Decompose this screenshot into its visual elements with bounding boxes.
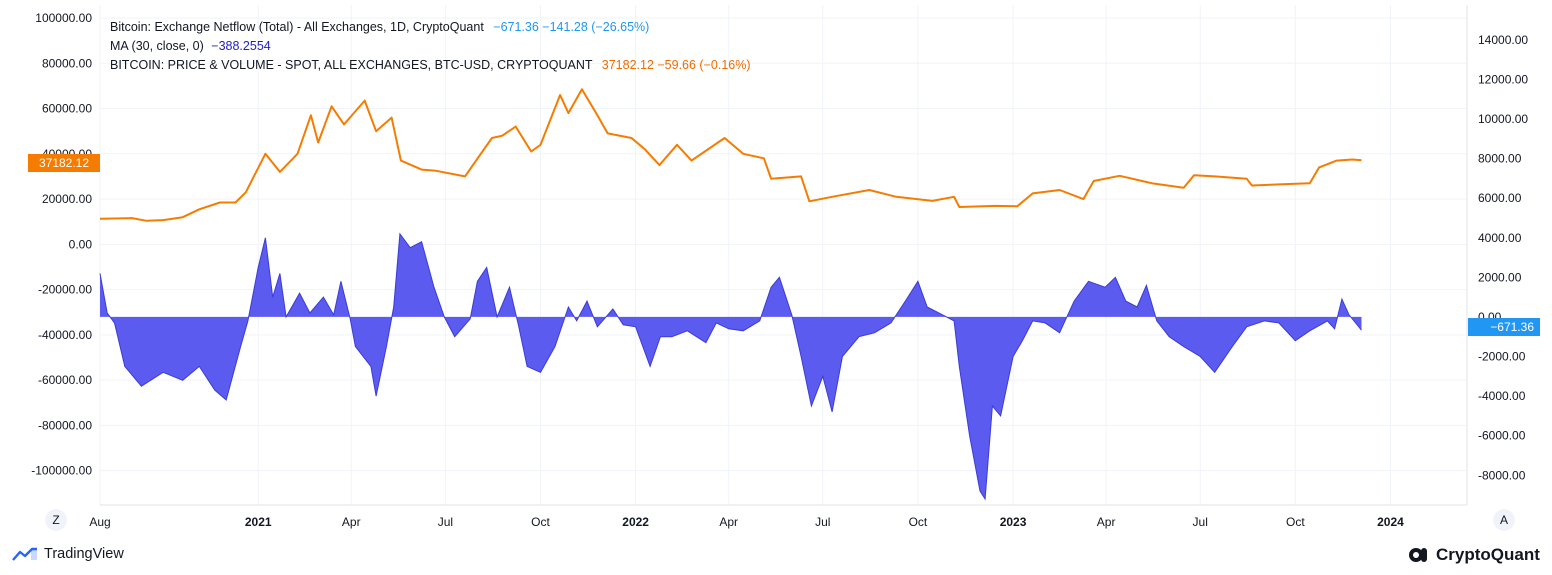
legend-netflow-label: Bitcoin: Exchange Netflow (Total) - All … [110, 20, 484, 34]
right-y-axis[interactable]: 14000.00 12000.00 10000.00 8000.00 6000.00 40… [1478, 33, 1528, 482]
x-axis-tick-label: Jul [1193, 515, 1208, 529]
legend-ma-row[interactable]: MA (30, close, 0) −388.2554 [110, 37, 751, 56]
legend-ma-value: −388.2554 [211, 39, 271, 53]
netflow-last-value-badge: −671.36 [1468, 318, 1540, 336]
cryptoquant-logo[interactable]: CryptoQuant [1408, 545, 1540, 565]
left-axis-tick-label: 100000.00 [35, 11, 92, 25]
x-axis-tick-label: Oct [1286, 515, 1305, 529]
left-axis-tick-label: 80000.00 [42, 56, 92, 70]
left-axis-tick-label: -100000.00 [31, 464, 92, 478]
right-axis-tick-label: 8000.00 [1478, 152, 1522, 166]
right-axis-tick-label: 14000.00 [1478, 33, 1528, 47]
x-axis-tick-label: Apr [1097, 515, 1116, 529]
chart-legend: Bitcoin: Exchange Netflow (Total) - All … [110, 18, 751, 75]
time-x-axis[interactable]: Aug 2021 Apr Jul Oct 2022 Apr Jul Oct 2023 Apr Jul O… [89, 515, 1404, 529]
tradingview-icon [12, 547, 37, 561]
left-axis-tick-label: 20000.00 [42, 192, 92, 206]
cryptoquant-icon [1409, 548, 1427, 562]
right-axis-tick-label: 2000.00 [1478, 270, 1522, 284]
x-axis-tick-label: Oct [531, 515, 550, 529]
legend-netflow-row[interactable]: Bitcoin: Exchange Netflow (Total) - All … [110, 18, 751, 37]
grid-lines [99, 5, 1467, 505]
x-axis-tick-label: 2021 [245, 515, 272, 529]
left-axis-tick-label: -20000.00 [38, 283, 92, 297]
right-axis-tick-label: 6000.00 [1478, 191, 1522, 205]
legend-price-row[interactable]: BITCOIN: PRICE & VOLUME - SPOT, ALL EXCH… [110, 56, 751, 75]
tradingview-logo[interactable]: TradingView [12, 546, 124, 562]
left-axis-tick-label: -60000.00 [38, 373, 92, 387]
price-last-value-badge: 37182.12 [28, 154, 100, 172]
left-axis-tick-label: 0.00 [69, 237, 93, 251]
legend-price-values: 37182.12 −59.66 (−0.16%) [601, 58, 751, 72]
right-axis-tick-label: -8000.00 [1478, 468, 1526, 482]
left-axis-tick-label: -40000.00 [38, 328, 92, 342]
x-axis-tick-label: Apr [342, 515, 361, 529]
x-axis-tick-label: Jul [815, 515, 830, 529]
tradingview-wordmark: TradingView [44, 546, 124, 562]
right-axis-tick-label: 4000.00 [1478, 231, 1522, 245]
timezone-button[interactable]: Z [45, 509, 67, 531]
legend-netflow-values: −671.36 −141.28 (−26.65%) [493, 20, 650, 34]
x-axis-tick-label: Jul [438, 515, 453, 529]
x-axis-tick-label: Aug [89, 515, 110, 529]
legend-ma-label: MA (30, close, 0) [110, 39, 204, 53]
netflow-area-series [99, 232, 1362, 501]
right-axis-tick-label: 12000.00 [1478, 72, 1528, 86]
x-axis-tick-label: 2024 [1377, 515, 1404, 529]
right-axis-tick-label: -6000.00 [1478, 429, 1526, 443]
price-line-series [99, 88, 1362, 222]
legend-price-label: BITCOIN: PRICE & VOLUME - SPOT, ALL EXCH… [110, 58, 593, 72]
netflow-outline [99, 232, 1362, 501]
x-axis-tick-label: 2022 [622, 515, 649, 529]
x-axis-tick-label: 2023 [1000, 515, 1027, 529]
right-axis-tick-label: -4000.00 [1478, 389, 1526, 403]
netflow-area [100, 233, 1362, 500]
right-axis-tick-label: -2000.00 [1478, 350, 1526, 364]
right-axis-tick-label: 10000.00 [1478, 112, 1528, 126]
left-axis-tick-label: 60000.00 [42, 102, 92, 116]
price-line [99, 88, 1362, 222]
left-y-axis[interactable]: 100000.0080000.0060000.0040000.0020000.0… [31, 11, 92, 478]
x-axis-tick-label: Oct [909, 515, 928, 529]
left-axis-tick-label: -80000.00 [38, 418, 92, 432]
cryptoquant-wordmark: CryptoQuant [1436, 545, 1540, 564]
auto-scale-button[interactable]: A [1493, 509, 1515, 531]
x-axis-tick-label: Apr [719, 515, 738, 529]
